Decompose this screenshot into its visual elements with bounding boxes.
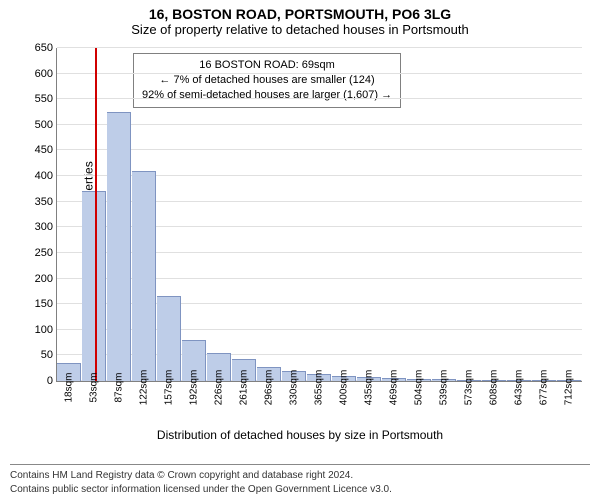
x-axis-label: Distribution of detached houses by size …	[0, 428, 600, 442]
x-tick: 157sqm	[156, 382, 181, 426]
chart-title: 16, BOSTON ROAD, PORTSMOUTH, PO6 3LG	[0, 0, 600, 22]
footer-line2: Contains public sector information licen…	[10, 483, 590, 497]
x-tick: 296sqm	[256, 382, 281, 426]
y-tick: 500	[35, 119, 57, 131]
x-tick: 677sqm	[532, 382, 557, 426]
y-tick: 50	[41, 349, 57, 361]
y-tick: 400	[35, 170, 57, 182]
x-tick: 53sqm	[81, 382, 106, 426]
x-tick: 226sqm	[206, 382, 231, 426]
histogram-bar	[107, 112, 131, 381]
y-tick: 150	[35, 298, 57, 310]
property-marker-line	[95, 48, 97, 381]
footer-line1: Contains HM Land Registry data © Crown c…	[10, 469, 590, 483]
y-tick: 300	[35, 221, 57, 233]
y-tick: 550	[35, 93, 57, 105]
x-tick: 469sqm	[382, 382, 407, 426]
x-tick: 330sqm	[281, 382, 306, 426]
x-tick: 573sqm	[457, 382, 482, 426]
x-tick: 87sqm	[106, 382, 131, 426]
chart-subtitle: Size of property relative to detached ho…	[0, 22, 600, 41]
y-tick: 100	[35, 324, 57, 336]
y-tick: 200	[35, 273, 57, 285]
x-tick: 435sqm	[357, 382, 382, 426]
y-tick: 350	[35, 196, 57, 208]
x-tick: 365sqm	[306, 382, 331, 426]
x-tick: 608sqm	[482, 382, 507, 426]
histogram-bar	[132, 171, 156, 381]
x-tick: 18sqm	[56, 382, 81, 426]
x-tick: 539sqm	[432, 382, 457, 426]
footer-attribution: Contains HM Land Registry data © Crown c…	[10, 464, 590, 496]
x-tick: 261sqm	[231, 382, 256, 426]
y-tick: 450	[35, 144, 57, 156]
x-tick: 400sqm	[332, 382, 357, 426]
x-ticks: 18sqm53sqm87sqm122sqm157sqm192sqm226sqm2…	[56, 382, 582, 426]
plot-region: 16 BOSTON ROAD: 69sqm ← 7% of detached h…	[56, 48, 582, 382]
y-tick: 600	[35, 68, 57, 80]
histogram-bar	[157, 296, 181, 381]
x-tick: 643sqm	[507, 382, 532, 426]
x-tick: 712sqm	[557, 382, 582, 426]
x-tick: 192sqm	[181, 382, 206, 426]
x-tick: 504sqm	[407, 382, 432, 426]
bars-container	[57, 48, 582, 381]
x-tick: 122sqm	[131, 382, 156, 426]
y-tick: 650	[35, 42, 57, 54]
y-tick: 250	[35, 247, 57, 259]
chart-area: Number of detached properties 16 BOSTON …	[0, 44, 600, 444]
